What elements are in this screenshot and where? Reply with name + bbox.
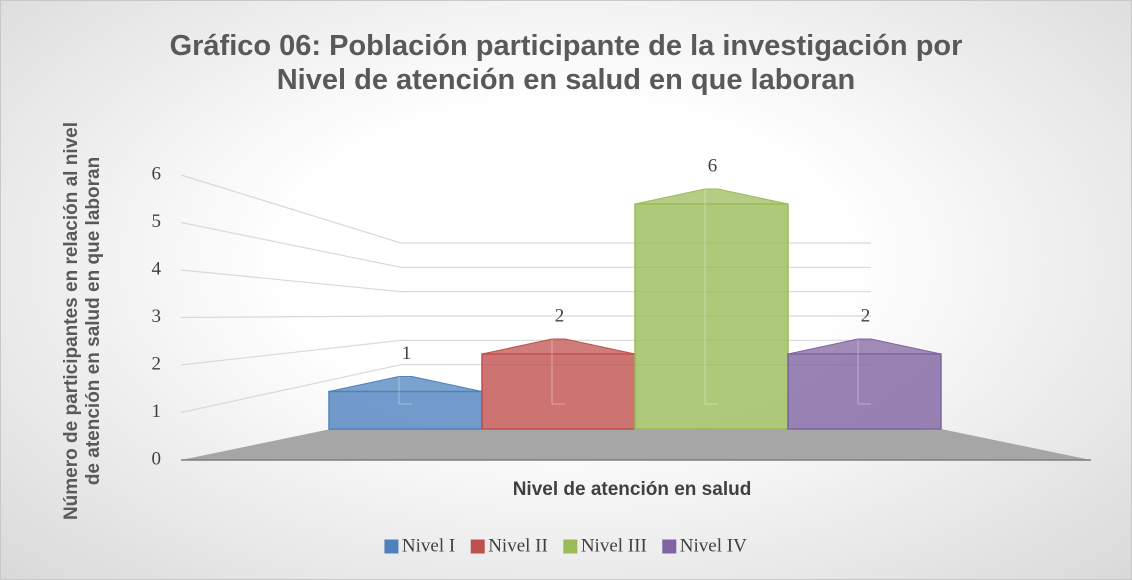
bar — [481, 338, 636, 430]
bar-top — [787, 338, 942, 355]
bar-top — [634, 188, 789, 205]
legend-swatch — [384, 539, 399, 554]
y-tick-label: 2 — [152, 353, 162, 374]
legend-label: Nivel I — [402, 535, 455, 556]
legend: Nivel I Nivel II Nivel III Nivel IV — [384, 535, 747, 556]
legend-label: Nivel III — [581, 535, 647, 556]
y-tick-label: 5 — [152, 211, 162, 232]
bar — [634, 188, 789, 430]
floor — [181, 429, 1091, 460]
y-tick-label: 4 — [152, 258, 162, 279]
chart-title: Gráfico 06: Población participante de la… — [169, 30, 963, 96]
data-label: 2 — [555, 305, 565, 326]
y-tick-label: 3 — [152, 306, 162, 327]
legend-label: Nivel II — [488, 535, 548, 556]
data-label: 1 — [402, 343, 412, 364]
bar-front — [481, 353, 636, 430]
y-axis-label-text: Número de participantes en relación al n… — [61, 121, 104, 521]
y-tick-label: 6 — [152, 163, 162, 184]
bar — [328, 376, 483, 430]
bar-top — [328, 376, 483, 392]
x-axis-label: Nivel de atención en salud — [513, 479, 752, 500]
y-tick-label: 0 — [152, 448, 162, 469]
bar-front — [634, 203, 789, 430]
y-tick-label: 1 — [152, 401, 162, 422]
bar-front — [328, 390, 483, 430]
y-axis-label: Número de participantes en relación al n… — [43, 121, 123, 521]
data-label: 2 — [861, 305, 871, 326]
legend-label: Nivel IV — [680, 535, 747, 556]
data-label: 6 — [708, 155, 718, 176]
bar — [787, 338, 942, 430]
legend-swatch — [662, 539, 677, 554]
legend-swatch — [470, 539, 485, 554]
bar-front — [787, 353, 942, 430]
legend-swatch — [563, 539, 578, 554]
bar-top — [481, 338, 636, 355]
